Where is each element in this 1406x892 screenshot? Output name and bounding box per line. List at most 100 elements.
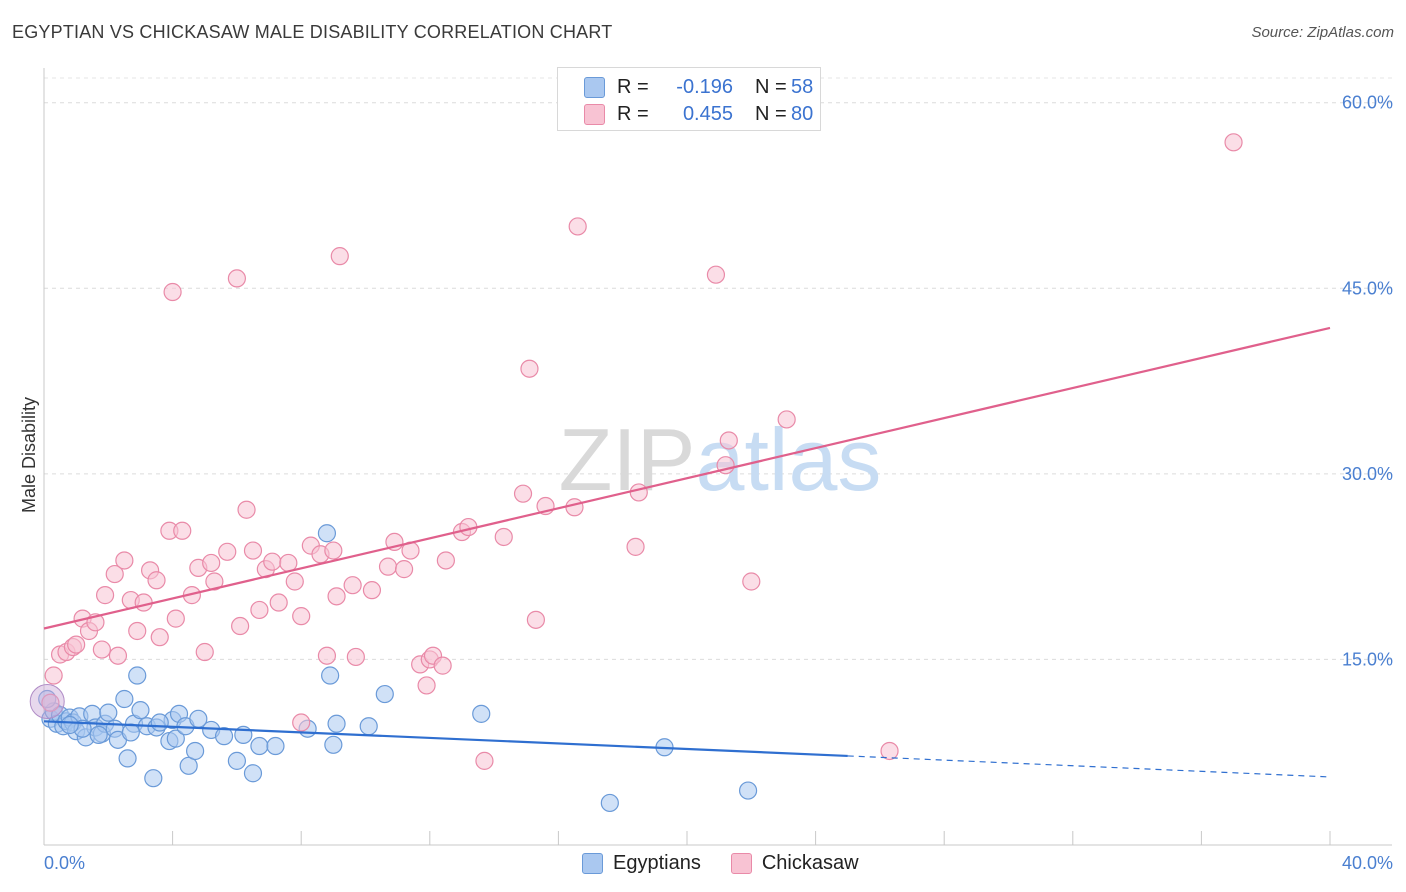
data-point xyxy=(472,704,491,723)
data-point xyxy=(362,581,382,600)
data-point xyxy=(568,217,587,236)
chart-title: EGYPTIAN VS CHICKASAW MALE DISABILITY CO… xyxy=(12,22,613,42)
data-point xyxy=(60,715,79,735)
legend-item-egyptians[interactable]: Egyptians xyxy=(582,852,701,875)
data-point xyxy=(95,586,115,605)
data-point-cluster xyxy=(29,683,65,719)
data-point xyxy=(227,269,246,288)
data-point xyxy=(128,621,147,641)
legend-row-egyptians: R = -0.196 N = 58 xyxy=(584,74,813,100)
data-point xyxy=(105,564,124,584)
data-point xyxy=(378,557,398,576)
data-point xyxy=(144,769,163,788)
data-point xyxy=(317,524,337,543)
data-point xyxy=(243,541,263,560)
data-point xyxy=(115,689,134,709)
data-point xyxy=(327,587,346,606)
data-point xyxy=(394,560,414,579)
legend-swatch-egyptians xyxy=(584,76,605,98)
data-point xyxy=(742,572,761,591)
data-point xyxy=(118,749,137,768)
data-point xyxy=(99,703,118,722)
grid-lines xyxy=(44,77,1392,660)
data-point xyxy=(321,666,340,685)
data-point xyxy=(250,600,269,620)
data-point xyxy=(250,736,269,756)
data-point xyxy=(706,265,726,284)
trend-line-chickasaw xyxy=(43,326,1331,630)
series-legend: Egyptians Chickasaw xyxy=(582,852,889,875)
data-point xyxy=(263,552,282,571)
data-point xyxy=(218,542,237,561)
trend-line-egyptians-extrapolated xyxy=(847,755,1331,778)
r-label: R = xyxy=(617,102,649,125)
data-point xyxy=(92,640,111,659)
data-point xyxy=(324,735,343,754)
data-point xyxy=(777,410,796,429)
data-point xyxy=(195,642,214,662)
data-point xyxy=(186,741,205,761)
data-point xyxy=(317,646,337,665)
data-point xyxy=(269,593,288,612)
data-point xyxy=(719,431,738,450)
data-point xyxy=(121,723,140,742)
data-point xyxy=(436,551,455,570)
y-tick-label: 60.0% xyxy=(1342,93,1393,113)
data-point xyxy=(285,572,304,591)
legend-label-chickasaw: Chickasaw xyxy=(761,852,859,874)
data-point xyxy=(880,741,899,761)
data-point xyxy=(243,764,263,783)
data-point xyxy=(108,646,128,665)
data-point xyxy=(626,537,645,556)
y-tick-label: 15.0% xyxy=(1342,649,1393,669)
data-point xyxy=(89,725,108,744)
data-point xyxy=(205,572,224,591)
data-point xyxy=(327,714,346,733)
data-point xyxy=(324,541,343,560)
n-label: N = xyxy=(755,102,787,125)
trend-line-egyptians xyxy=(43,720,848,758)
data-point xyxy=(115,551,134,570)
n-value-egyptians: 58 xyxy=(791,75,814,98)
trend-lines xyxy=(43,326,1331,778)
y-tick-label: 45.0% xyxy=(1342,278,1393,298)
data-point xyxy=(147,571,166,590)
data-point xyxy=(1224,133,1243,152)
data-point xyxy=(433,656,452,675)
legend-label-egyptians: Egyptians xyxy=(613,852,701,874)
legend-row-chickasaw: R = 0.455 N = 80 xyxy=(584,101,813,127)
legend-swatch-egyptians xyxy=(582,853,603,874)
data-point xyxy=(231,616,250,636)
data-point xyxy=(565,498,584,517)
data-point xyxy=(600,793,619,813)
data-point xyxy=(166,729,185,748)
data-point xyxy=(173,521,192,540)
data-point xyxy=(513,484,533,503)
tick-labels: 15.0% 30.0% 45.0% 60.0% 0.0% 40.0% xyxy=(44,93,1393,873)
data-point xyxy=(67,635,86,654)
data-point xyxy=(128,666,147,685)
series-chickasaw xyxy=(29,133,1243,770)
data-point xyxy=(494,527,513,547)
data-point xyxy=(738,781,758,800)
data-point xyxy=(292,713,311,732)
x-tick-label: 0.0% xyxy=(44,853,85,873)
data-point xyxy=(150,628,169,647)
y-axis-label: Male Disability xyxy=(19,397,39,513)
data-point xyxy=(134,593,153,612)
data-point xyxy=(346,647,365,667)
data-point xyxy=(417,676,436,695)
watermark-zip: ZIP xyxy=(559,410,696,509)
r-label: R = xyxy=(617,75,649,98)
correlation-legend: R = -0.196 N = 58 R = 0.455 N = 80 xyxy=(557,67,821,131)
data-point xyxy=(520,359,539,378)
data-point xyxy=(227,751,246,770)
y-tick-label: 30.0% xyxy=(1342,464,1393,484)
legend-swatch-chickasaw xyxy=(584,103,605,125)
legend-item-chickasaw[interactable]: Chickasaw xyxy=(730,852,859,875)
data-point xyxy=(359,717,378,736)
data-point xyxy=(526,610,545,629)
data-point xyxy=(214,727,234,746)
data-point xyxy=(629,483,648,502)
